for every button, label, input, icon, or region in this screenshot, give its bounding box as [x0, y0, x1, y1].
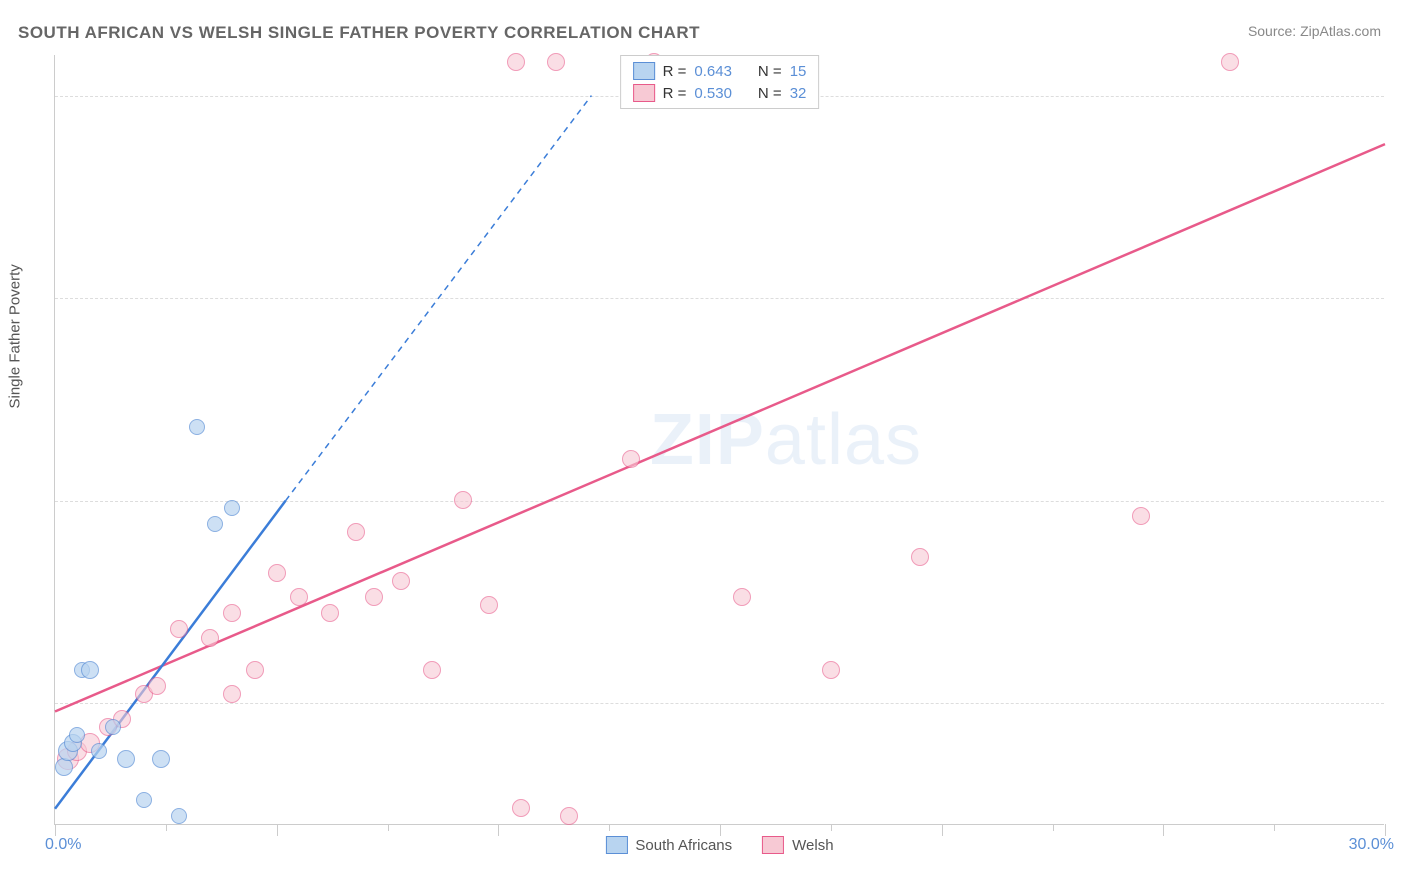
scatter-point	[246, 661, 264, 679]
plot-area: ZIPatlas 25.0%50.0%75.0%100.0% R = 0.643…	[54, 55, 1384, 825]
trend-lines-svg	[55, 55, 1384, 824]
legend-item-welsh: Welsh	[762, 836, 833, 854]
scatter-point	[224, 500, 240, 516]
y-axis-label: Single Father Poverty	[7, 264, 24, 408]
scatter-point	[223, 604, 241, 622]
scatter-point	[171, 808, 187, 824]
scatter-point	[152, 750, 170, 768]
scatter-point	[822, 661, 840, 679]
scatter-point	[347, 523, 365, 541]
x-tick-max: 30.0%	[1349, 836, 1394, 854]
scatter-point	[480, 596, 498, 614]
scatter-point	[1221, 53, 1239, 71]
swatch-welsh-icon	[762, 836, 784, 854]
swatch-south-africans-icon	[605, 836, 627, 854]
scatter-point	[91, 743, 107, 759]
chart-title: SOUTH AFRICAN VS WELSH SINGLE FATHER POV…	[18, 23, 700, 43]
correlation-legend: R = 0.643 N = 15 R = 0.530 N = 32	[620, 55, 820, 109]
legend-item-south-africans: South Africans	[605, 836, 732, 854]
scatter-point	[207, 516, 223, 532]
scatter-point	[560, 807, 578, 825]
scatter-point	[733, 588, 751, 606]
scatter-point	[911, 548, 929, 566]
scatter-point	[148, 677, 166, 695]
legend-row-south-africans: R = 0.643 N = 15	[633, 60, 807, 82]
legend-row-welsh: R = 0.530 N = 32	[633, 82, 807, 104]
scatter-point	[268, 564, 286, 582]
swatch-south-africans	[633, 62, 655, 80]
series-legend: South Africans Welsh	[605, 836, 833, 854]
scatter-point	[170, 620, 188, 638]
scatter-point	[423, 661, 441, 679]
scatter-point	[321, 604, 339, 622]
scatter-point	[512, 799, 530, 817]
scatter-point	[365, 588, 383, 606]
scatter-point	[81, 661, 99, 679]
scatter-point	[290, 588, 308, 606]
watermark: ZIPatlas	[650, 399, 922, 481]
scatter-point	[69, 727, 85, 743]
scatter-point	[105, 719, 121, 735]
source-attribution: Source: ZipAtlas.com	[1248, 23, 1381, 39]
scatter-point	[223, 685, 241, 703]
scatter-point	[1132, 507, 1150, 525]
scatter-point	[507, 53, 525, 71]
scatter-point	[201, 629, 219, 647]
scatter-point	[454, 491, 472, 509]
scatter-point	[189, 419, 205, 435]
x-tick-min: 0.0%	[45, 836, 81, 854]
scatter-point	[117, 750, 135, 768]
scatter-point	[622, 450, 640, 468]
scatter-point	[55, 758, 73, 776]
scatter-point	[392, 572, 410, 590]
swatch-welsh	[633, 84, 655, 102]
scatter-point	[136, 792, 152, 808]
scatter-point	[547, 53, 565, 71]
